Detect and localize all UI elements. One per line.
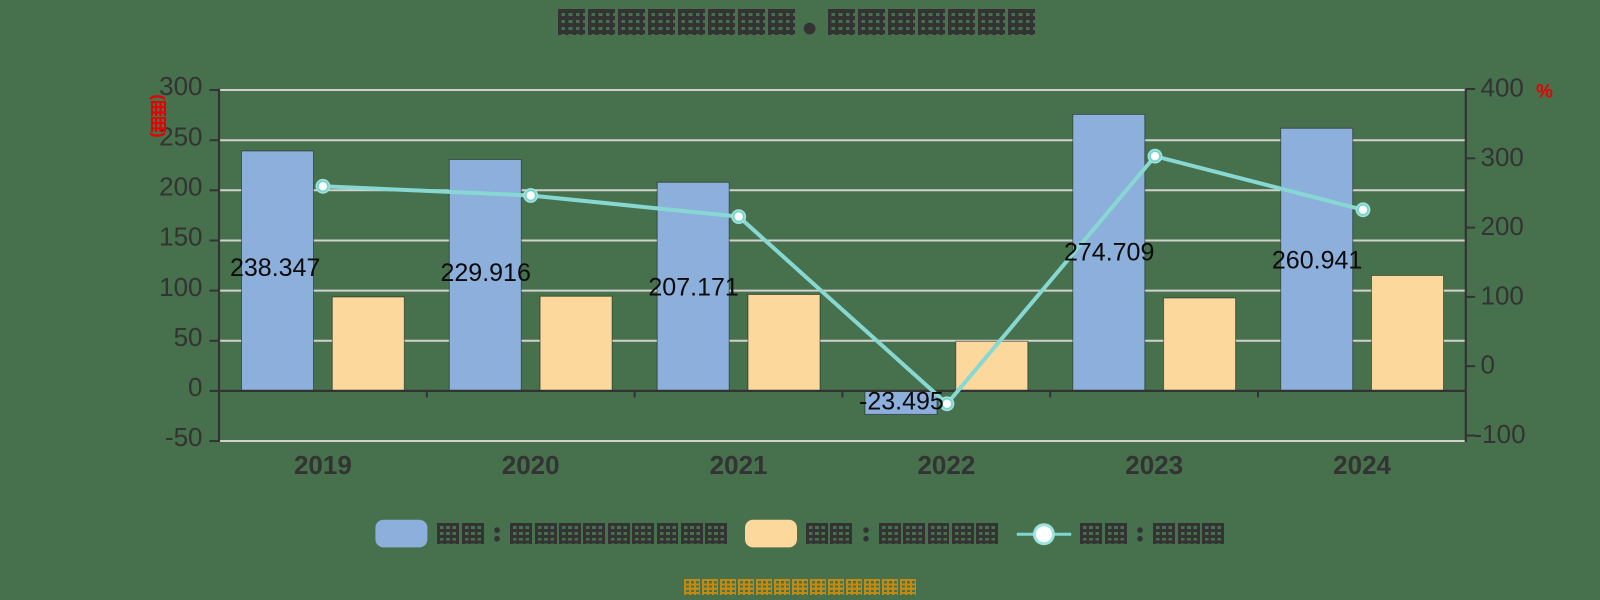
svg-text:2023: 2023: [1125, 450, 1183, 480]
svg-text:238.347: 238.347: [230, 254, 320, 282]
svg-text:100: 100: [159, 272, 202, 302]
svg-text:2022: 2022: [917, 450, 975, 480]
svg-text:-100: -100: [1474, 419, 1526, 449]
svg-text:274.709: 274.709: [1064, 239, 1154, 267]
svg-text:%: %: [1536, 82, 1553, 103]
svg-text:200: 200: [159, 172, 202, 202]
svg-text:-23.495: -23.495: [859, 388, 944, 416]
svg-text:200: 200: [1481, 211, 1524, 241]
svg-text:400: 400: [1481, 73, 1524, 103]
svg-text:207.171: 207.171: [648, 274, 738, 302]
svg-text:0: 0: [188, 372, 202, 402]
svg-text:300: 300: [1481, 142, 1524, 172]
svg-text:0: 0: [1481, 350, 1495, 380]
svg-text:50: 50: [174, 322, 203, 352]
svg-text:2024: 2024: [1333, 450, 1391, 480]
svg-text:150: 150: [159, 222, 202, 252]
svg-text:100: 100: [1481, 280, 1524, 310]
svg-text:2021: 2021: [710, 450, 768, 480]
svg-text:2019: 2019: [294, 450, 352, 480]
svg-text:-50: -50: [165, 422, 203, 452]
svg-text:260.941: 260.941: [1272, 247, 1362, 275]
svg-text:300: 300: [159, 71, 202, 101]
svg-text:2020: 2020: [502, 450, 560, 480]
svg-text:229.916: 229.916: [441, 259, 531, 287]
